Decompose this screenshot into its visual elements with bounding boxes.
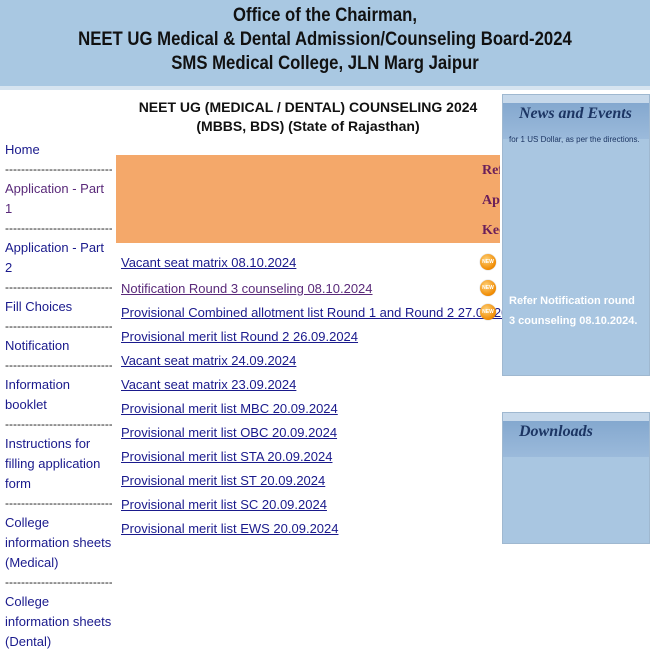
page-title-line-2: (MBBS, BDS) (State of Rajasthan) (196, 118, 420, 134)
list-item: Provisional merit list Round 2 26.09.202… (121, 328, 501, 352)
sidebar-nav: Home ------------------------------ Appl… (0, 140, 112, 652)
announcement-link[interactable]: Vacant seat matrix 08.10.2024 (121, 255, 297, 270)
sidebar-item-home[interactable]: Home (5, 142, 40, 157)
sidebar-item-application-part-2[interactable]: Application - Part 2 (5, 240, 104, 275)
announcement-link[interactable]: Provisional merit list OBC 20.09.2024 (121, 425, 338, 440)
announcement-link[interactable]: Provisional merit list EWS 20.09.2024 (121, 521, 339, 536)
header-line-2: NEET UG Medical & Dental Admission/Couns… (78, 29, 572, 50)
news-events-panel: News and Events for 1 US Dollar, as per … (502, 94, 650, 376)
announcement-list: Vacant seat matrix 08.10.2024 NEW Notifica… (121, 254, 523, 544)
announcement-link[interactable]: Notification Round 3 counseling 08.10.20… (121, 281, 373, 296)
header-divider (0, 86, 650, 90)
news-scroll-partial-text: for 1 US Dollar, as per the directions. (509, 135, 640, 144)
sidebar-separator: ------------------------------ (5, 417, 112, 431)
sidebar-item-college-info-dental[interactable]: College information sheets (Dental) (5, 594, 112, 649)
sidebar-separator: ------------------------------ (5, 280, 112, 294)
list-item: Provisional merit list ST 20.09.2024 (121, 472, 501, 496)
announcement-link[interactable]: Provisional merit list Round 2 26.09.202… (121, 329, 359, 344)
sidebar-item-college-info-medical[interactable]: College information sheets (Medical) (5, 515, 112, 570)
sidebar-item-notification[interactable]: Notification (5, 338, 70, 353)
scrolling-notice-banner: Refe Appl Kee (116, 155, 500, 243)
sidebar-separator: ------------------------------ (5, 162, 112, 176)
sidebar-separator: ------------------------------ (5, 221, 112, 235)
downloads-title: Downloads (519, 423, 593, 440)
announcement-link[interactable]: Provisional Combined allotment list Roun… (121, 305, 523, 320)
announcement-link[interactable]: Vacant seat matrix 24.09.2024 (121, 353, 297, 368)
list-item: Provisional merit list EWS 20.09.2024 (121, 520, 501, 544)
panel-header-tab (503, 95, 649, 103)
notice-line: Appl (482, 193, 500, 208)
site-header: Office of the Chairman, NEET UG Medical … (0, 0, 650, 86)
header-line-1: Office of the Chairman, (233, 5, 417, 26)
announcement-link[interactable]: Provisional merit list STA 20.09.2024 (121, 449, 333, 464)
page-title-line-1: NEET UG (MEDICAL / DENTAL) COUNSELING 20… (138, 99, 478, 115)
list-item: Provisional merit list STA 20.09.2024 (121, 448, 501, 472)
downloads-header: Downloads (503, 413, 649, 457)
list-item: Provisional merit list SC 20.09.2024 (121, 496, 501, 520)
announcement-link[interactable]: Provisional merit list SC 20.09.2024 (121, 497, 327, 512)
list-item: Notification Round 3 counseling 08.10.20… (121, 280, 501, 304)
sidebar-item-instructions[interactable]: Instructions for filling application for… (5, 436, 101, 491)
news-item[interactable]: Refer Notification round 3 counseling 08… (509, 295, 638, 327)
list-item: Vacant seat matrix 23.09.2024 (121, 376, 501, 400)
sidebar-item-application-part-1[interactable]: Application - Part 1 (5, 181, 104, 216)
page-title: NEET UG (MEDICAL / DENTAL) COUNSELING 20… (118, 98, 498, 136)
sidebar-item-information-booklet[interactable]: Information booklet (5, 377, 71, 412)
list-item: Provisional Combined allotment list Roun… (121, 304, 523, 328)
notice-line: Kee (482, 223, 500, 238)
new-badge-icon: NEW (480, 254, 496, 270)
new-badge-icon: NEW (480, 304, 496, 320)
announcement-link[interactable]: Vacant seat matrix 23.09.2024 (121, 377, 297, 392)
sidebar-separator: ------------------------------ (5, 319, 112, 333)
panel-header-tab (503, 413, 649, 421)
announcement-link[interactable]: Provisional merit list MBC 20.09.2024 (121, 401, 338, 416)
scrolling-notice-text[interactable]: Refe Appl Kee (482, 155, 500, 243)
sidebar-separator: ------------------------------ (5, 496, 112, 510)
sidebar-separator: ------------------------------ (5, 575, 112, 589)
list-item: Provisional merit list MBC 20.09.2024 (121, 400, 501, 424)
new-badge-icon: NEW (480, 280, 496, 296)
announcement-link[interactable]: Provisional merit list ST 20.09.2024 (121, 473, 326, 488)
header-line-3: SMS Medical College, JLN Marg Jaipur (171, 53, 479, 74)
downloads-panel: Downloads (502, 412, 650, 544)
notice-line: Refe (482, 163, 500, 178)
list-item: Vacant seat matrix 08.10.2024 NEW (121, 254, 501, 280)
news-events-header: News and Events (503, 95, 649, 139)
news-events-title: News and Events (519, 105, 632, 122)
list-item: Vacant seat matrix 24.09.2024 (121, 352, 501, 376)
list-item: Provisional merit list OBC 20.09.2024 (121, 424, 501, 448)
sidebar-separator: ------------------------------ (5, 358, 112, 372)
sidebar-item-fill-choices[interactable]: Fill Choices (5, 299, 73, 314)
